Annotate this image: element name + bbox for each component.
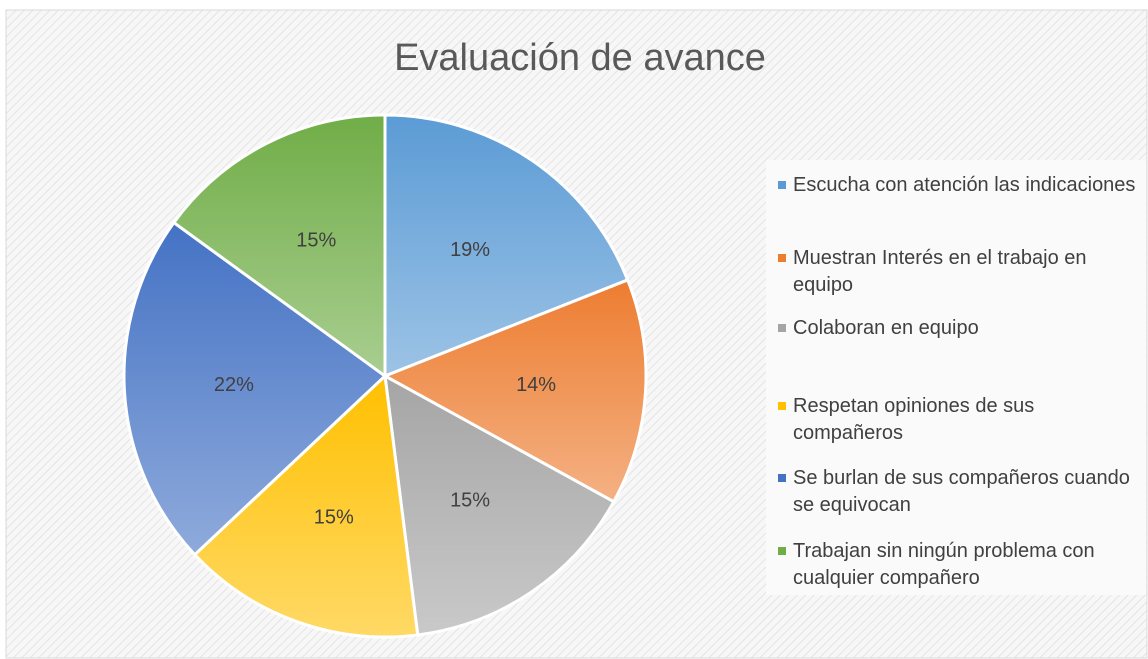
pie-slice-fill <box>383 373 616 637</box>
data-label: 19% <box>450 239 490 261</box>
legend-swatch <box>778 402 786 410</box>
data-label: 15% <box>314 507 354 529</box>
legend-item: Se burlan de sus compañeros cuando se eq… <box>778 465 1138 519</box>
data-label: 15% <box>450 489 490 511</box>
legend-label: Muestran Interés en el trabajo en equipo <box>793 247 1087 296</box>
pie-slice-fill <box>381 277 648 504</box>
pie-slice-fill <box>192 372 420 639</box>
data-label: 22% <box>214 374 254 396</box>
data-label: 15% <box>296 229 336 251</box>
legend-item: Escucha con atención las indicaciones <box>778 172 1138 199</box>
chart-title: Evaluación de avance <box>394 37 766 79</box>
legend-swatch <box>778 474 786 482</box>
legend-label: Colaboran en equipo <box>793 317 979 339</box>
legend: Escucha con atención las indicaciones Mue… <box>766 160 1146 595</box>
pie-slice-fill <box>171 113 387 379</box>
legend-item: Muestran Interés en el trabajo en equipo <box>778 245 1138 299</box>
legend-label: Respetan opiniones de sus compañeros <box>793 395 1035 444</box>
pie-slice-fill <box>122 220 388 557</box>
legend-swatch <box>778 547 786 555</box>
legend-item: Colaboran en equipo <box>778 315 1138 342</box>
legend-item: Trabajan sin ningún problema con cualqui… <box>778 538 1138 592</box>
legend-swatch <box>778 324 786 332</box>
pie-slice-fill <box>383 113 630 379</box>
legend-label: Trabajan sin ningún problema con cualqui… <box>793 540 1095 589</box>
legend-label: Escucha con atención las indicaciones <box>793 174 1136 196</box>
legend-swatch <box>778 254 786 262</box>
data-label: 14% <box>516 374 556 396</box>
legend-swatch <box>778 181 786 189</box>
legend-item: Respetan opiniones de sus compañeros <box>778 393 1138 447</box>
legend-label: Se burlan de sus compañeros cuando se eq… <box>793 467 1130 516</box>
